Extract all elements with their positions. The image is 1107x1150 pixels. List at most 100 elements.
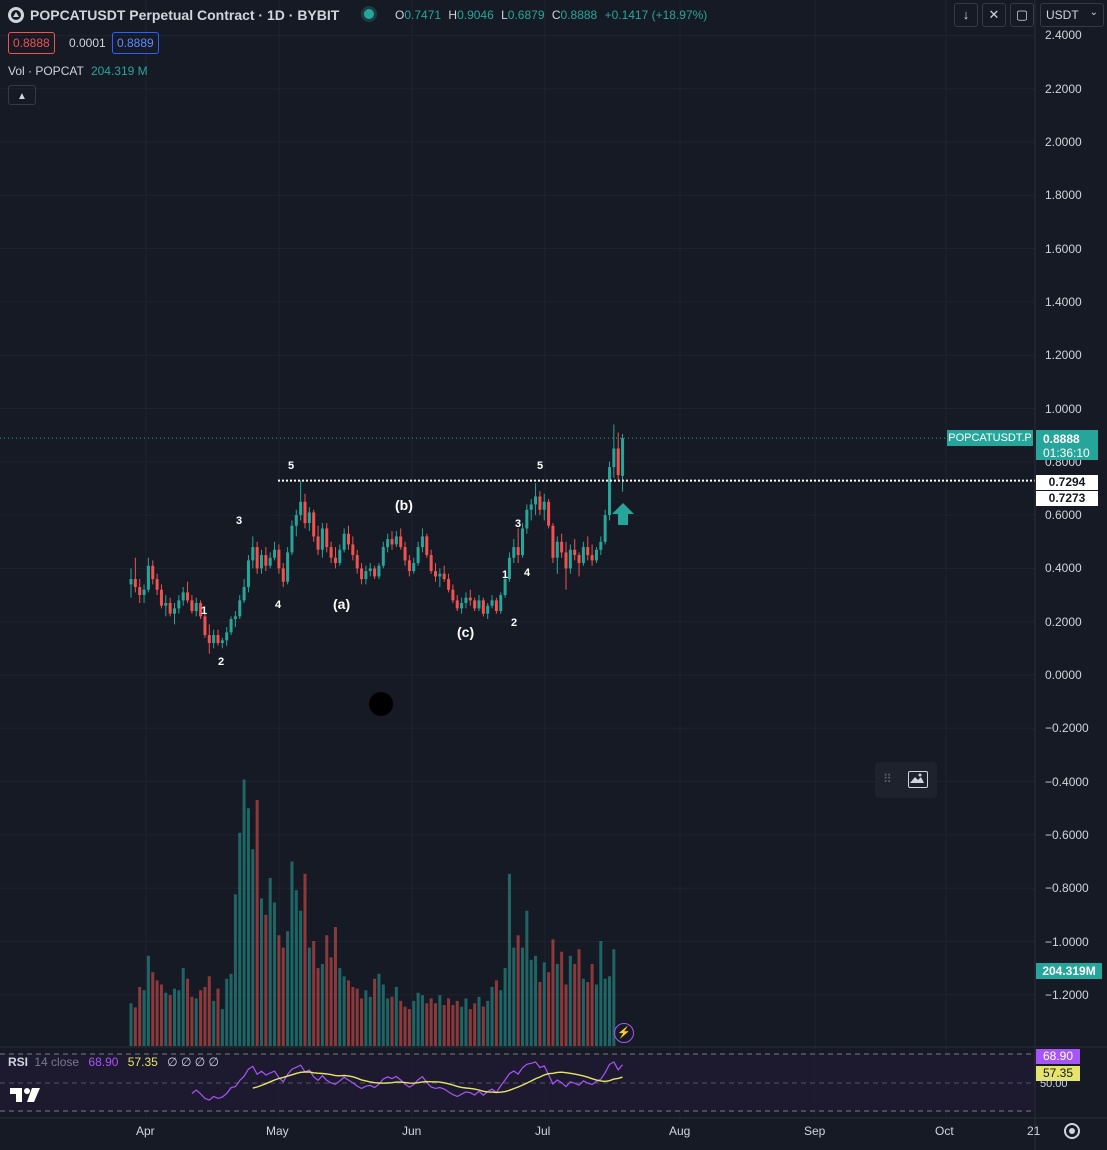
- candle-body: [581, 547, 585, 564]
- volume-bars: [129, 779, 616, 1046]
- last-price-value: 0.8888: [1043, 432, 1080, 446]
- price-tick: 0.2000: [1045, 614, 1082, 629]
- volume-bar: [586, 982, 590, 1046]
- time-tick: Sep: [804, 1124, 826, 1138]
- volume-bar: [303, 873, 307, 1046]
- wave-label: 5: [288, 460, 295, 472]
- volume-bar: [477, 996, 481, 1046]
- candle-body: [386, 539, 390, 548]
- candle-body: [299, 501, 303, 516]
- volume-bar: [516, 935, 520, 1046]
- down-arrow-icon[interactable]: ↓: [954, 3, 978, 27]
- candle-body: [442, 573, 446, 580]
- volume-bar: [425, 1003, 429, 1046]
- candle-body: [447, 579, 451, 590]
- volume-bar: [181, 968, 185, 1046]
- countdown-value: 01:36:10: [1043, 446, 1090, 460]
- sell-price-button[interactable]: 0.8888: [8, 32, 55, 54]
- settings-icon[interactable]: [1064, 1123, 1080, 1139]
- candle-body: [186, 592, 190, 601]
- candle-body: [473, 600, 477, 609]
- symbol-title[interactable]: POPCATUSDT Perpetual Contract · 1D · BYB…: [30, 7, 340, 23]
- candle-body: [333, 557, 337, 564]
- buy-price-button[interactable]: 0.8889: [112, 32, 159, 54]
- volume-bar: [338, 968, 342, 1046]
- candle-body: [203, 616, 207, 636]
- candle-body: [168, 603, 172, 614]
- volume-bar: [468, 1009, 472, 1046]
- price-tick: −0.2000: [1045, 721, 1089, 736]
- volume-bar: [242, 779, 246, 1046]
- volume-bar: [547, 972, 551, 1046]
- currency-select[interactable]: USDT ⌄: [1040, 3, 1104, 27]
- candle-body: [255, 547, 259, 569]
- candle-body: [438, 573, 442, 577]
- collapse-icon[interactable]: ✕: [982, 3, 1006, 27]
- drag-handle-icon[interactable]: ⠿: [883, 772, 892, 786]
- rsi-label: RSI: [8, 1055, 29, 1069]
- candle-body: [486, 605, 490, 614]
- volume-bar: [594, 984, 598, 1046]
- volume-bar: [212, 1000, 216, 1046]
- candle-body: [360, 568, 364, 580]
- candle-body: [429, 555, 433, 572]
- volume-bar: [351, 986, 355, 1046]
- candle-body: [264, 555, 268, 566]
- wave-label-corrective: (b): [395, 497, 413, 513]
- volume-bar: [538, 982, 542, 1046]
- rsi-axis-tick: 50.00: [1040, 1078, 1068, 1090]
- volume-bar: [246, 808, 250, 1046]
- wave-label: 2: [511, 617, 518, 629]
- volume-bar: [355, 988, 359, 1046]
- volume-bar: [407, 1009, 411, 1046]
- ohlc-key: O: [395, 8, 405, 22]
- candle-body: [342, 533, 346, 550]
- volume-bar: [403, 1006, 407, 1046]
- volume-bar: [207, 976, 211, 1046]
- volume-bar: [608, 976, 611, 1046]
- volume-bar: [216, 988, 220, 1046]
- candle-body: [542, 501, 546, 510]
- candle-body: [594, 549, 598, 561]
- volume-bar: [542, 962, 546, 1046]
- candle-body: [568, 549, 572, 569]
- candle-body: [547, 501, 551, 526]
- marker-dot: [369, 692, 393, 716]
- volume-bar: [190, 996, 194, 1046]
- drawing-widget[interactable]: ⠿: [875, 762, 937, 798]
- ohlc-key: L: [501, 8, 508, 22]
- candle-body: [612, 448, 616, 468]
- lightning-icon[interactable]: ⚡: [614, 1023, 634, 1043]
- volume-bar: [564, 984, 568, 1046]
- candle-body: [529, 504, 533, 510]
- candle-body: [394, 536, 398, 545]
- spread-value: 0.0001: [69, 36, 106, 50]
- candle-body: [377, 565, 381, 577]
- volume-bar: [512, 947, 516, 1046]
- volume-bar: [138, 986, 142, 1046]
- candle-body: [573, 549, 577, 556]
- volume-bar: [577, 949, 581, 1046]
- candle-body: [416, 547, 420, 564]
- candle-body: [138, 587, 142, 596]
- volume-bar: [581, 978, 585, 1046]
- collapse-legend-button[interactable]: ▲: [8, 85, 36, 105]
- candle-body: [364, 571, 368, 580]
- candle-body: [286, 552, 290, 582]
- candle-body: [608, 467, 611, 516]
- image-icon[interactable]: [908, 771, 928, 788]
- volume-bar: [499, 990, 503, 1046]
- volume-bar: [142, 990, 146, 1046]
- volume-bar: [264, 914, 268, 1046]
- key-level-tag-2: 0.7273: [1036, 491, 1098, 506]
- volume-bar: [560, 951, 564, 1046]
- tradingview-logo-icon[interactable]: [10, 1086, 42, 1107]
- volume-bar: [481, 1006, 485, 1046]
- chart-logo-icon[interactable]: [8, 7, 24, 23]
- fullscreen-icon[interactable]: ▢: [1010, 3, 1034, 27]
- price-tick: 1.8000: [1045, 188, 1082, 203]
- ohlc-key: H: [448, 8, 458, 22]
- volume-bar: [442, 1005, 446, 1046]
- volume-legend: Vol · POPCAT 204.319 M: [8, 64, 148, 78]
